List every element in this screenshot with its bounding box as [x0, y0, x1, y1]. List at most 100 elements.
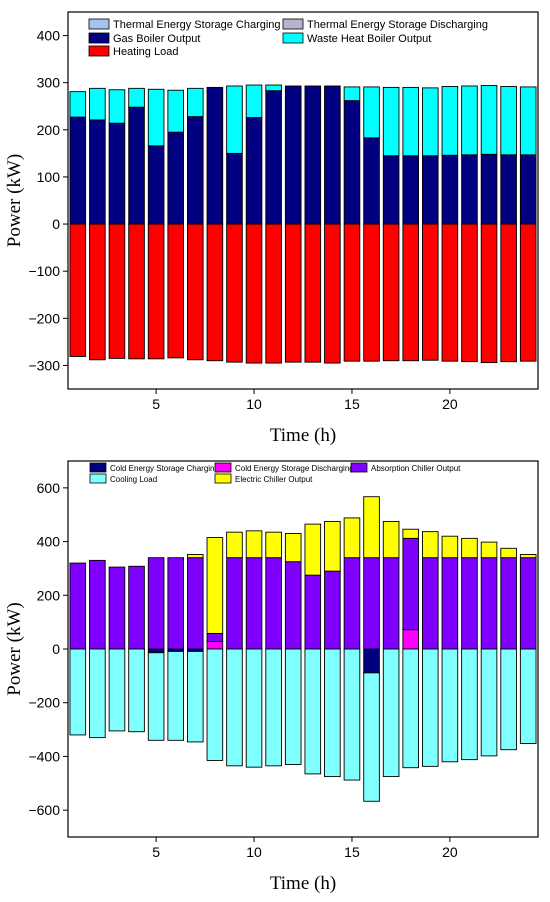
bar-heating-load-h21: [461, 223, 478, 363]
x-axis-ticks: 5 10 15 20: [152, 389, 458, 412]
bar-absorption-chiller-output-h18: [402, 537, 420, 631]
bar-heating-load-h23: [500, 223, 517, 363]
bar-waste-heat-boiler-output-h1: [69, 91, 87, 118]
y-tick-label: 600: [37, 480, 61, 496]
bar-cooling-load-h3: [108, 648, 126, 732]
bar-heating-load-h6: [167, 223, 184, 359]
bar-cooling-load-h6: [167, 650, 184, 741]
bar-absorption-chiller-output-h4: [128, 565, 145, 650]
bar-absorption-chiller-output-h7: [187, 557, 204, 650]
y-tick-label: −200: [28, 695, 60, 711]
bar-absorption-chiller-output-h17: [382, 557, 400, 650]
chart-1: −300 −200 −100 0 100 200 300 400 5 10 15 20 Time (h)…: [4, 11, 539, 446]
legend-swatch-cooling-load: [89, 473, 107, 484]
bar-electric-chiller-output-h7: [187, 554, 204, 559]
bar-heating-load-h10: [245, 223, 263, 364]
x-tick-label: 15: [344, 396, 360, 412]
bar-cooling-load-h14: [324, 648, 341, 778]
bar-waste-heat-boiler-output-h20: [441, 86, 459, 156]
bars-chart-2: [69, 496, 537, 802]
bar-heating-load-h5: [147, 223, 165, 360]
bar-cooling-load-h17: [382, 648, 400, 778]
bar-heating-load-h13: [304, 223, 322, 363]
bar-cooling-load-h12: [284, 648, 302, 765]
bar-heating-load-h8: [206, 223, 224, 362]
bar-absorption-chiller-output-h3: [108, 566, 126, 650]
bar-cooling-load-h8: [206, 648, 224, 761]
legend-label: Thermal Energy Storage Charging: [113, 19, 281, 31]
bar-electric-chiller-output-h10: [245, 530, 263, 559]
bar-absorption-chiller-output-h1: [69, 562, 87, 650]
bar-electric-chiller-output-h17: [382, 520, 400, 559]
legend: Thermal Energy Storage Charging Thermal E…: [88, 18, 488, 58]
bar-gas-boiler-output-h5: [147, 145, 165, 225]
bar-electric-chiller-output-h11: [265, 531, 282, 559]
bar-waste-heat-boiler-output-h16: [363, 86, 380, 139]
legend-label: Cold Energy Storage Discharging: [235, 464, 354, 473]
bar-gas-boiler-output-h11: [265, 90, 282, 225]
bars-chart-1: [69, 84, 537, 364]
bar-gas-boiler-output-h23: [500, 154, 517, 225]
bar-heating-load-h12: [284, 223, 302, 363]
bar-cooling-load-h16: [363, 672, 380, 802]
y-tick-label: −100: [28, 263, 60, 279]
bar-gas-boiler-output-h21: [461, 154, 478, 225]
y-tick-label: 100: [37, 169, 61, 185]
plot-frame: [67, 11, 539, 390]
bar-absorption-chiller-output-h16: [363, 557, 380, 650]
bar-absorption-chiller-output-h10: [245, 557, 263, 650]
bar-waste-heat-boiler-output-h17: [382, 86, 400, 157]
bar-waste-heat-boiler-output-h15: [343, 86, 361, 102]
bar-cooling-load-h23: [500, 648, 517, 751]
y-tick-label: 200: [37, 122, 61, 138]
x-axis-ticks: 5 10 15 20: [152, 837, 458, 860]
bar-absorption-chiller-output-h5: [147, 557, 165, 650]
bar-gas-boiler-output-h19: [422, 155, 439, 225]
bar-heating-load-h19: [422, 223, 439, 361]
chart-2: −600 −400 −200 0 200 400 600 5 10 15 20 Time (h) Pow…: [4, 460, 539, 894]
bar-absorption-chiller-output-h2: [89, 559, 106, 650]
bar-cooling-load-h19: [422, 648, 439, 767]
bar-electric-chiller-output-h20: [441, 535, 459, 559]
bar-cooling-load-h1: [69, 648, 87, 736]
x-axis-title: Time (h): [270, 425, 336, 446]
bar-gas-boiler-output-h6: [167, 131, 184, 225]
bar-electric-chiller-output-h9: [226, 531, 243, 559]
y-tick-label: 300: [37, 75, 61, 91]
bar-waste-heat-boiler-output-h3: [108, 89, 126, 124]
bar-heating-load-h17: [382, 223, 400, 362]
bar-absorption-chiller-output-h14: [324, 570, 341, 650]
legend-label: Cold Energy Storage Charging: [110, 464, 219, 473]
bar-absorption-chiller-output-h15: [343, 557, 361, 650]
bar-gas-boiler-output-h14: [324, 85, 341, 225]
bar-waste-heat-boiler-output-h4: [128, 87, 145, 108]
legend-label: Thermal Energy Storage Discharging: [307, 19, 488, 31]
legend-label: Cooling Load: [110, 475, 157, 484]
bar-cooling-load-h13: [304, 648, 322, 775]
bar-absorption-chiller-output-h9: [226, 557, 243, 650]
bar-gas-boiler-output-h16: [363, 137, 380, 225]
legend-swatch-electric-chiller-output: [214, 473, 232, 484]
bar-waste-heat-boiler-output-h21: [461, 85, 478, 156]
bar-waste-heat-boiler-output-h22: [480, 85, 498, 155]
bar-gas-boiler-output-h1: [69, 116, 87, 225]
bar-cooling-load-h15: [343, 648, 361, 781]
bar-electric-chiller-output-h18: [402, 528, 420, 539]
bar-heating-load-h9: [226, 223, 243, 363]
bar-gas-boiler-output-h10: [245, 117, 263, 225]
y-axis-ticks: −600 −400 −200 0 200 400 600: [28, 480, 68, 818]
bar-heating-load-h3: [108, 223, 126, 359]
bar-heating-load-h22: [480, 223, 498, 364]
bar-gas-boiler-output-h22: [480, 153, 498, 225]
bar-electric-chiller-output-h22: [480, 541, 498, 559]
legend-swatch-gas-boiler-output: [88, 32, 110, 44]
bar-electric-chiller-output-h13: [304, 523, 322, 576]
bar-heating-load-h1: [69, 223, 87, 357]
bar-absorption-chiller-output-h21: [461, 557, 478, 650]
legend-label: Waste Heat Boiler Output: [307, 33, 431, 45]
bar-heating-load-h14: [324, 223, 341, 364]
x-tick-label: 20: [442, 396, 458, 412]
legend-swatch-thermal-energy-storage-charging: [88, 18, 110, 30]
bar-absorption-chiller-output-h20: [441, 557, 459, 650]
